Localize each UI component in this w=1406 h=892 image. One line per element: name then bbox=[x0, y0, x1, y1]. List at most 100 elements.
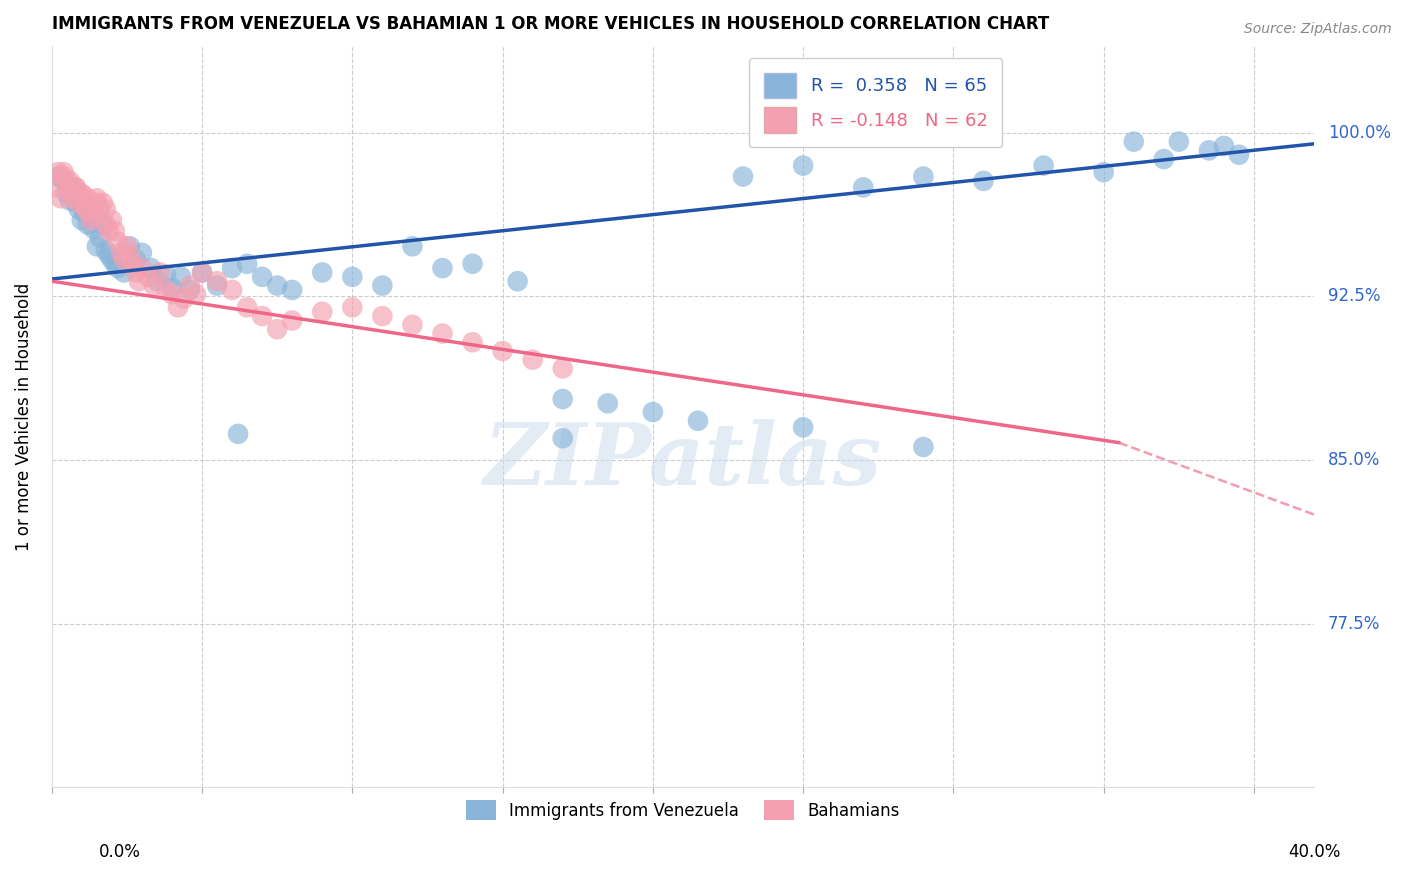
Point bbox=[1167, 135, 1189, 149]
Point bbox=[1213, 139, 1236, 153]
Point bbox=[191, 265, 214, 279]
Text: 85.0%: 85.0% bbox=[1329, 451, 1381, 469]
Point bbox=[1227, 147, 1250, 161]
Point bbox=[49, 191, 72, 205]
Point bbox=[170, 269, 193, 284]
Point bbox=[94, 218, 117, 232]
Point bbox=[73, 200, 96, 214]
Point bbox=[596, 396, 619, 410]
Point bbox=[852, 180, 875, 194]
Point bbox=[104, 257, 127, 271]
Point bbox=[131, 245, 153, 260]
Point bbox=[125, 265, 148, 279]
Point bbox=[115, 239, 138, 253]
Point bbox=[551, 431, 574, 445]
Point bbox=[342, 301, 364, 315]
Point bbox=[506, 274, 529, 288]
Point bbox=[491, 343, 513, 358]
Point bbox=[80, 213, 103, 227]
Point bbox=[86, 239, 108, 253]
Point bbox=[792, 159, 814, 173]
Text: 40.0%: 40.0% bbox=[1288, 843, 1341, 861]
Point bbox=[46, 169, 69, 184]
Point bbox=[107, 261, 129, 276]
Point bbox=[266, 322, 288, 336]
Point bbox=[67, 202, 90, 217]
Point bbox=[59, 194, 82, 208]
Point bbox=[52, 165, 75, 179]
Text: IMMIGRANTS FROM VENEZUELA VS BAHAMIAN 1 OR MORE VEHICLES IN HOUSEHOLD CORRELATIO: IMMIGRANTS FROM VENEZUELA VS BAHAMIAN 1 … bbox=[52, 15, 1049, 33]
Point bbox=[1122, 135, 1144, 149]
Point bbox=[136, 269, 159, 284]
Point bbox=[551, 392, 574, 406]
Point bbox=[281, 313, 304, 327]
Text: 100.0%: 100.0% bbox=[1329, 124, 1391, 142]
Point bbox=[191, 265, 214, 279]
Point bbox=[97, 224, 120, 238]
Point bbox=[236, 301, 259, 315]
Point bbox=[179, 283, 201, 297]
Point bbox=[281, 283, 304, 297]
Point bbox=[91, 218, 114, 232]
Point bbox=[142, 278, 165, 293]
Text: ZIPatlas: ZIPatlas bbox=[484, 419, 882, 503]
Point bbox=[62, 180, 84, 194]
Point bbox=[52, 174, 75, 188]
Point bbox=[250, 269, 273, 284]
Point bbox=[250, 309, 273, 323]
Point bbox=[1153, 152, 1175, 166]
Point bbox=[118, 248, 141, 262]
Point bbox=[155, 283, 177, 297]
Point bbox=[641, 405, 664, 419]
Point bbox=[371, 309, 394, 323]
Point bbox=[236, 257, 259, 271]
Point bbox=[80, 209, 103, 223]
Point bbox=[912, 440, 935, 454]
Point bbox=[55, 186, 77, 201]
Point bbox=[59, 183, 82, 197]
Point bbox=[311, 265, 333, 279]
Text: 92.5%: 92.5% bbox=[1329, 287, 1381, 305]
Point bbox=[107, 235, 129, 249]
Point bbox=[94, 244, 117, 258]
Point bbox=[122, 257, 145, 271]
Point bbox=[792, 420, 814, 434]
Point bbox=[461, 257, 484, 271]
Point bbox=[1032, 159, 1054, 173]
Point bbox=[972, 174, 994, 188]
Point bbox=[179, 278, 201, 293]
Point bbox=[89, 230, 111, 244]
Point bbox=[401, 239, 423, 253]
Point bbox=[266, 278, 288, 293]
Point bbox=[101, 252, 124, 267]
Point bbox=[65, 180, 87, 194]
Point bbox=[55, 174, 77, 188]
Point bbox=[131, 261, 153, 276]
Point bbox=[70, 213, 93, 227]
Point bbox=[139, 261, 162, 276]
Point bbox=[731, 169, 754, 184]
Y-axis label: 1 or more Vehicles in Household: 1 or more Vehicles in Household bbox=[15, 282, 32, 550]
Point bbox=[1198, 144, 1220, 158]
Point bbox=[432, 261, 454, 276]
Point bbox=[76, 191, 98, 205]
Point bbox=[311, 304, 333, 318]
Point bbox=[160, 281, 183, 295]
Legend: Immigrants from Venezuela, Bahamians: Immigrants from Venezuela, Bahamians bbox=[460, 793, 907, 827]
Point bbox=[76, 204, 98, 219]
Point bbox=[97, 248, 120, 262]
Point bbox=[70, 186, 93, 201]
Point bbox=[146, 274, 169, 288]
Point bbox=[205, 274, 228, 288]
Point bbox=[94, 202, 117, 217]
Point bbox=[149, 265, 172, 279]
Point bbox=[221, 283, 243, 297]
Point bbox=[128, 274, 150, 288]
Point bbox=[342, 269, 364, 284]
Point bbox=[184, 287, 207, 301]
Point bbox=[205, 278, 228, 293]
Point bbox=[118, 239, 141, 253]
Point bbox=[110, 245, 132, 260]
Point bbox=[83, 209, 105, 223]
Point bbox=[101, 213, 124, 227]
